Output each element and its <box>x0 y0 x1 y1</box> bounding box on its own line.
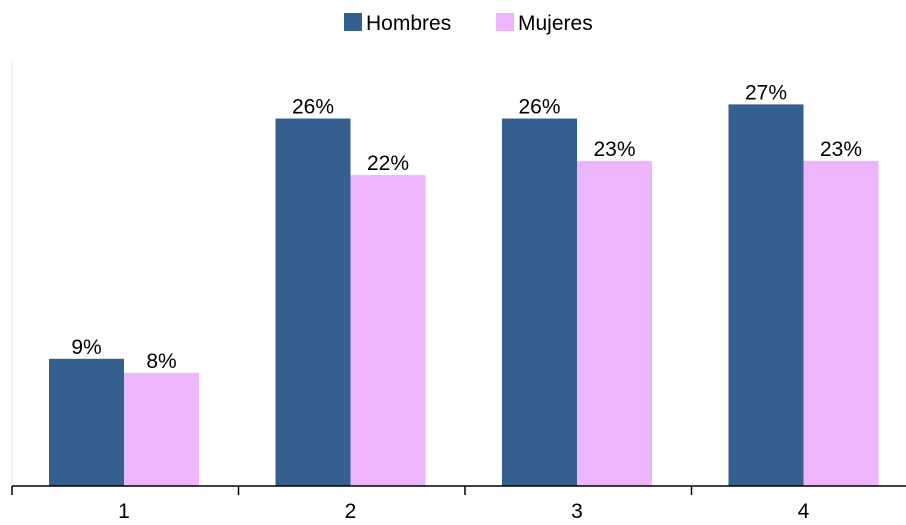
bar-hombres-1 <box>49 358 124 486</box>
bar-hombres-4 <box>728 104 804 487</box>
bar-mujeres-2 <box>350 175 426 487</box>
legend-swatch-mujeres <box>496 13 514 31</box>
data-label-hombres-2: 26% <box>292 96 334 119</box>
bar-mujeres-1 <box>124 372 199 486</box>
legend-label-mujeres: Mujeres <box>518 12 593 35</box>
data-label-mujeres-2: 22% <box>367 152 409 175</box>
x-tick-label-4: 4 <box>798 500 810 523</box>
data-label-mujeres-4: 23% <box>820 138 862 161</box>
data-label-hombres-4: 27% <box>745 81 787 104</box>
x-axis: 1 2 3 4 <box>11 485 906 523</box>
bar-mujeres-3 <box>577 160 652 486</box>
bars-group <box>49 104 879 487</box>
bar-mujeres-4 <box>803 160 879 486</box>
data-label-mujeres-1: 8% <box>146 350 176 373</box>
data-label-hombres-3: 26% <box>518 96 560 119</box>
legend-swatch-hombres <box>344 13 362 31</box>
data-label-hombres-1: 9% <box>71 336 101 359</box>
x-tick-label-3: 3 <box>571 500 583 523</box>
bar-hombres-3 <box>502 118 577 487</box>
legend-label-hombres: Hombres <box>366 12 451 35</box>
x-tick-label-1: 1 <box>118 500 130 523</box>
bar-hombres-2 <box>275 118 351 487</box>
legend: Hombres Mujeres <box>344 12 593 35</box>
bar-labels-group: 9% 8% 26% 22% 26% 23% 27% 23% <box>71 81 862 373</box>
x-tick-label-2: 2 <box>345 500 357 523</box>
data-label-mujeres-3: 23% <box>593 138 635 161</box>
